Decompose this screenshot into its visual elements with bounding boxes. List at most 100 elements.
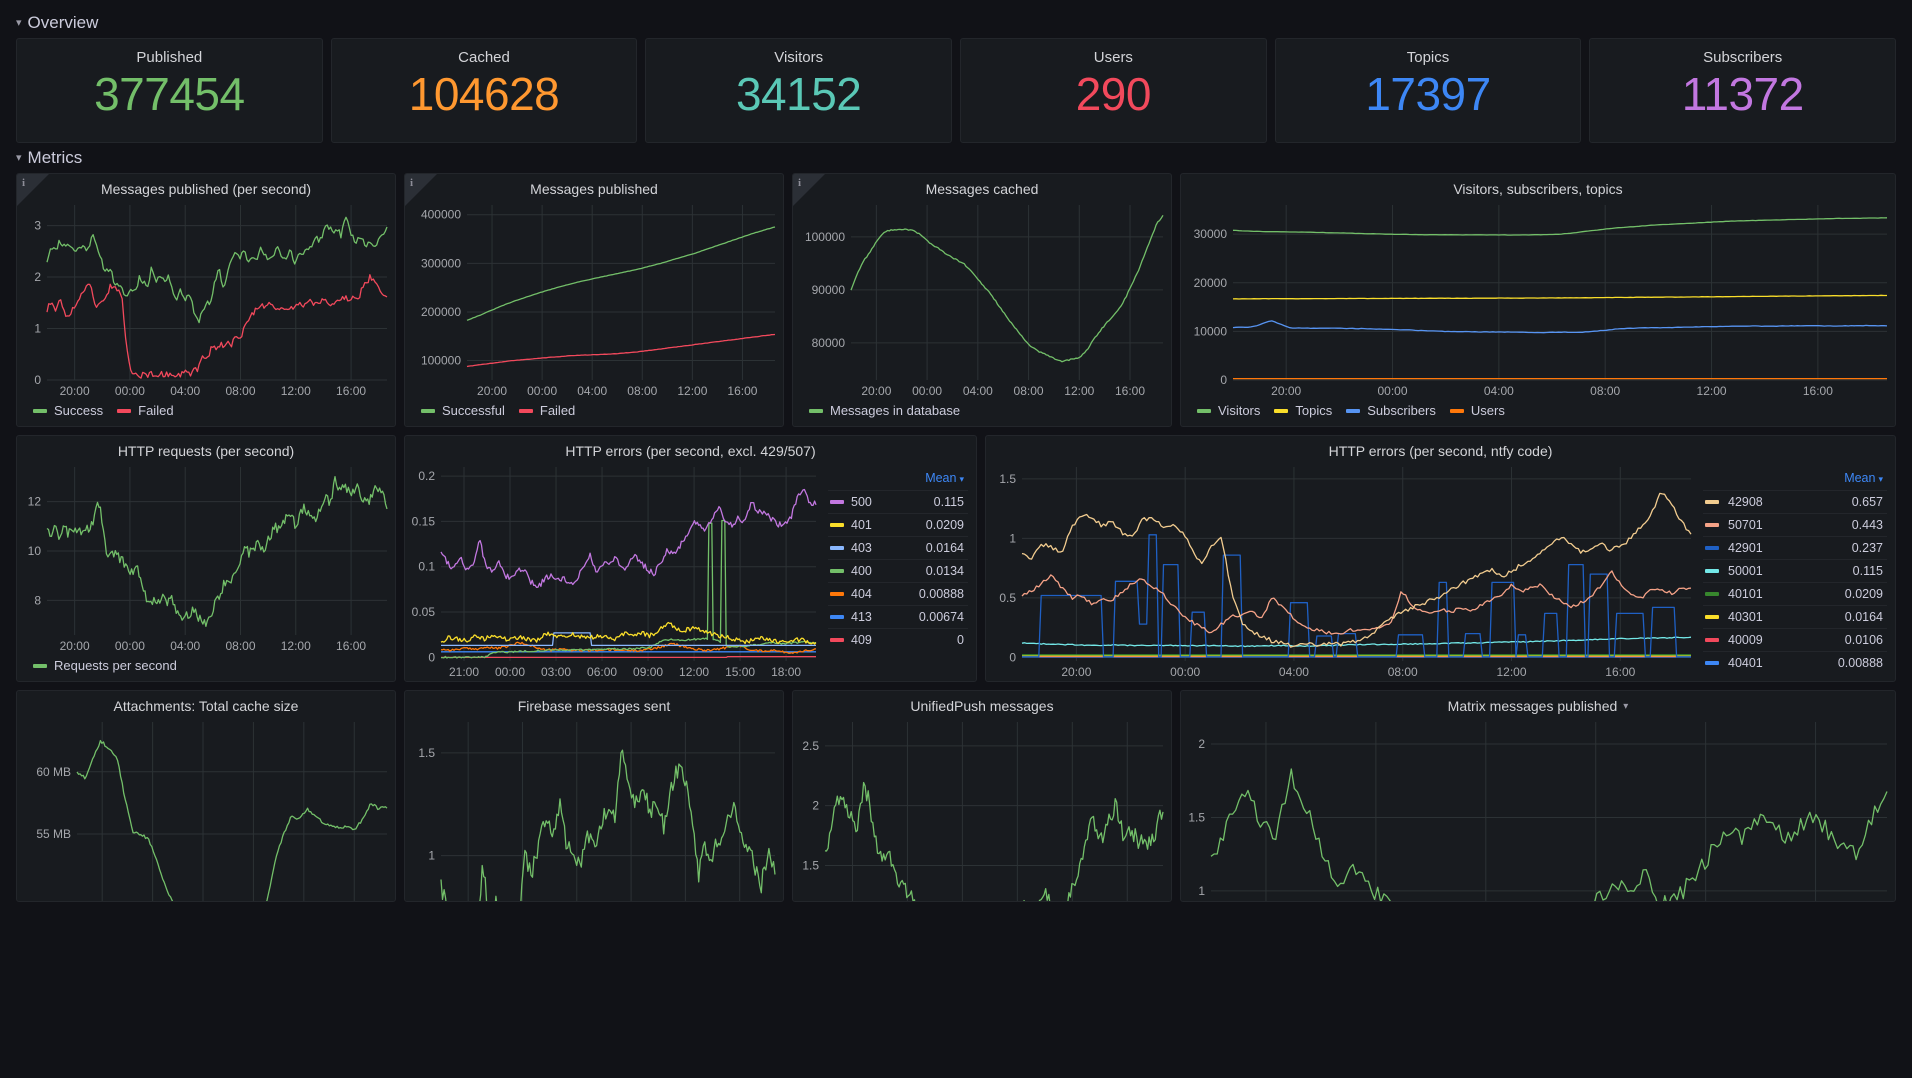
- legend-row[interactable]: 403 0.0164: [828, 536, 968, 559]
- legend-item[interactable]: Failed: [117, 403, 174, 418]
- svg-text:30000: 30000: [1194, 227, 1228, 241]
- legend-item[interactable]: Success: [33, 403, 103, 418]
- legend-series-name: 400: [851, 564, 872, 578]
- svg-text:90000: 90000: [812, 283, 846, 297]
- stat-panel-cached[interactable]: Cached 104628: [330, 38, 638, 143]
- chart-canvas[interactable]: 55 MB 60 MB: [17, 716, 395, 901]
- chart-canvas[interactable]: 1 1.5 2: [1181, 716, 1895, 901]
- legend-row[interactable]: 401 0.0209: [828, 513, 968, 536]
- plot-wrap: 1.5 2 2.5: [793, 716, 1171, 901]
- plot-wrap: 55 MB 60 MB: [17, 716, 395, 901]
- stat-title: Published: [136, 49, 203, 66]
- chart-canvas[interactable]: 20:00 00:00 04:00 08:00 12:00 16:00 80000 90000…: [793, 199, 1171, 400]
- chart-canvas[interactable]: 1 1.5: [405, 716, 783, 901]
- legend-item[interactable]: Topics: [1274, 403, 1332, 418]
- chart-canvas[interactable]: 21:00 00:00 03:00 06:00 09:00 12:00 15:00 18:00…: [405, 461, 824, 681]
- stat-panel-users[interactable]: Users 290: [960, 38, 1267, 143]
- svg-text:0.05: 0.05: [412, 605, 436, 619]
- legend-row[interactable]: 404 0.00888: [828, 582, 968, 605]
- legend-row[interactable]: 40009 0.0106: [1703, 628, 1887, 651]
- legend-item[interactable]: Visitors: [1197, 403, 1260, 418]
- svg-text:04:00: 04:00: [170, 639, 200, 653]
- svg-text:08:00: 08:00: [1388, 665, 1418, 679]
- panel-attachments-cache[interactable]: Attachments: Total cache size 55 MB 60 MB: [16, 690, 396, 902]
- legend-row[interactable]: 400 0.0134: [828, 559, 968, 582]
- legend-row[interactable]: 50701 0.443: [1703, 513, 1887, 536]
- legend-series-name: 413: [851, 610, 872, 624]
- chart-canvas[interactable]: 20:00 00:00 04:00 08:00 12:00 16:00 8 10 12: [17, 461, 395, 655]
- legend-row[interactable]: 42908 0.657: [1703, 490, 1887, 513]
- legend-item[interactable]: Subscribers: [1346, 403, 1436, 418]
- svg-text:200000: 200000: [421, 305, 461, 319]
- plot-wrap: 20:00 00:00 04:00 08:00 12:00 16:00 0 1 2 3: [17, 199, 395, 400]
- legend-row[interactable]: 413 0.00674: [828, 605, 968, 628]
- panel-title: Messages cached: [925, 181, 1039, 197]
- legend-row[interactable]: 500 0.115: [828, 490, 968, 513]
- legend-swatch-icon: [830, 615, 844, 619]
- legend-item[interactable]: Successful: [421, 403, 505, 418]
- svg-text:3: 3: [34, 219, 41, 233]
- legend-sort-mean[interactable]: Mean ▾: [1703, 469, 1887, 490]
- legend-sort-mean[interactable]: Mean ▾: [828, 469, 968, 490]
- row-header-metrics[interactable]: ▾ Metrics: [8, 143, 1904, 173]
- chart-canvas[interactable]: 1.5 2 2.5: [793, 716, 1171, 901]
- legend-row[interactable]: 409 0: [828, 628, 968, 651]
- legend-row[interactable]: 40101 0.0209: [1703, 582, 1887, 605]
- legend-series-name: 40301: [1728, 610, 1763, 624]
- legend-row[interactable]: 50001 0.115: [1703, 559, 1887, 582]
- legend-swatch-icon: [33, 408, 47, 413]
- chart-canvas[interactable]: 20:00 00:00 04:00 08:00 12:00 16:00 0 1 2 3: [17, 199, 395, 400]
- plot-wrap: 21:00 00:00 03:00 06:00 09:00 12:00 15:00 18:00…: [405, 461, 976, 681]
- legend-swatch-icon: [1197, 408, 1211, 413]
- svg-text:20:00: 20:00: [60, 639, 90, 653]
- svg-text:1.5: 1.5: [1188, 810, 1205, 824]
- legend-series-value: 0.0164: [1844, 610, 1883, 624]
- legend-series-value: 0.657: [1851, 495, 1883, 509]
- chart-canvas[interactable]: 20:00 00:00 04:00 08:00 12:00 16:00 0 0.5 1 1.5: [986, 461, 1699, 681]
- stat-panel-published[interactable]: Published 377454: [16, 38, 323, 143]
- svg-text:12:00: 12:00: [281, 639, 311, 653]
- stat-panel-topics[interactable]: Topics 17397: [1274, 38, 1582, 143]
- legend-label: Messages in database: [830, 403, 961, 418]
- chart-canvas[interactable]: 20:00 00:00 04:00 08:00 12:00 16:00 100000 2000…: [405, 199, 783, 400]
- svg-text:300000: 300000: [421, 256, 461, 270]
- panel-matrix-messages[interactable]: Matrix messages published ▾ 1 1.5 2: [1180, 690, 1896, 902]
- svg-text:16:00: 16:00: [336, 384, 366, 398]
- legend-series-name: 50701: [1728, 518, 1763, 532]
- legend-row[interactable]: 40301 0.0164: [1703, 605, 1887, 628]
- panel-http-errors-excl[interactable]: HTTP errors (per second, excl. 429/507) …: [404, 435, 977, 682]
- legend-row[interactable]: 42901 0.237: [1703, 536, 1887, 559]
- panel-messages-cached[interactable]: i Messages cached 20:00 00:00 04:00 08:00 12…: [792, 173, 1172, 427]
- svg-text:03:00: 03:00: [541, 665, 571, 679]
- info-corner-icon[interactable]: i: [405, 174, 439, 208]
- panel-messages-published[interactable]: i Messages published 20:00 00:00 04:00 08:0…: [404, 173, 784, 427]
- panel-visitors-subscribers-topics[interactable]: Visitors, subscribers, topics 20:00 00:00…: [1180, 173, 1896, 427]
- panel-http-requests[interactable]: HTTP requests (per second) 20:00 00:00 04:…: [16, 435, 396, 682]
- chevron-down-icon: ▾: [1878, 474, 1883, 484]
- chart-canvas[interactable]: 20:00 00:00 04:00 08:00 12:00 16:00 0 10000 2000…: [1181, 199, 1895, 400]
- info-corner-icon[interactable]: i: [793, 174, 827, 208]
- legend-item[interactable]: Messages in database: [809, 403, 960, 418]
- legend-item[interactable]: Failed: [518, 403, 575, 418]
- legend-item[interactable]: Users: [1449, 403, 1505, 418]
- plot-wrap: 20:00 00:00 04:00 08:00 12:00 16:00 100000 2000…: [405, 199, 783, 400]
- legend-item[interactable]: Requests per second: [33, 658, 177, 673]
- svg-text:06:00: 06:00: [587, 665, 617, 679]
- panel-http-errors-ntfy[interactable]: HTTP errors (per second, ntfy code) 20:0…: [985, 435, 1896, 682]
- svg-text:1.5: 1.5: [802, 858, 819, 872]
- svg-text:2.5: 2.5: [802, 739, 819, 753]
- legend-swatch-icon: [830, 500, 844, 504]
- panel-unifiedpush-messages[interactable]: UnifiedPush messages 1.5 2 2.5: [792, 690, 1172, 902]
- stat-panel-visitors[interactable]: Visitors 34152: [645, 38, 953, 143]
- svg-text:00:00: 00:00: [495, 665, 525, 679]
- panel-firebase-messages[interactable]: Firebase messages sent 1 1.5: [404, 690, 784, 902]
- legend-row[interactable]: 40401 0.00888: [1703, 651, 1887, 674]
- legend-header-label: Mean: [925, 471, 957, 485]
- stat-panel-subscribers[interactable]: Subscribers 11372: [1589, 38, 1897, 143]
- row-header-overview[interactable]: ▾ Overview: [8, 8, 1904, 38]
- chevron-down-icon[interactable]: ▾: [1623, 700, 1629, 712]
- info-corner-icon[interactable]: i: [17, 174, 51, 208]
- svg-text:0.5: 0.5: [999, 591, 1016, 605]
- legend-series-name: 40009: [1728, 633, 1763, 647]
- panel-messages-published-rate[interactable]: i Messages published (per second) 20:00 0…: [16, 173, 396, 427]
